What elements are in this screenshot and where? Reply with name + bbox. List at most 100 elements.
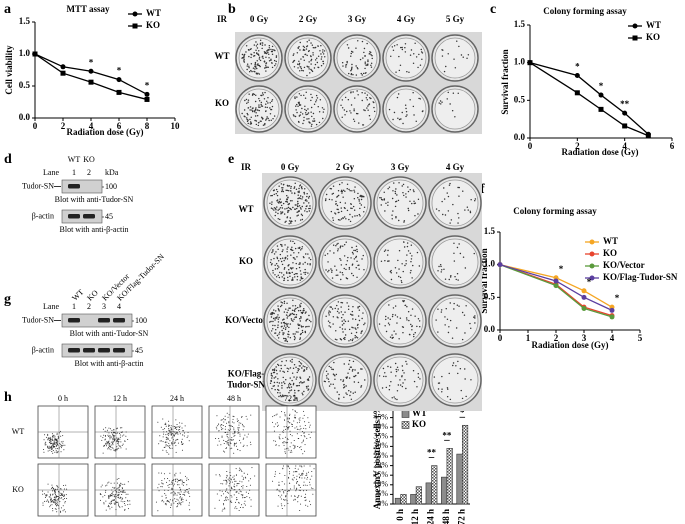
dish-rim — [336, 88, 378, 130]
dish-rim — [287, 37, 329, 79]
series-line — [499, 264, 613, 318]
blot-caption: Blot with anti-β-actin — [60, 225, 129, 234]
band — [83, 348, 95, 353]
dish-rim — [434, 88, 476, 130]
bar — [410, 494, 417, 505]
bar — [461, 424, 469, 505]
flow-events — [99, 478, 131, 511]
x-axis-label: Radiation dose (Gy) — [561, 147, 638, 157]
column-label: 0 h — [58, 394, 68, 403]
chart-title: MTT assay — [66, 4, 110, 14]
marker — [598, 106, 604, 112]
legend-label: KO/Vector — [603, 260, 645, 270]
marker — [88, 79, 94, 85]
column-label: 2 Gy — [299, 14, 318, 24]
colonies — [241, 91, 276, 127]
y-axis-label: Survival fraction — [500, 49, 510, 114]
lane-number: 4 — [117, 302, 121, 311]
x-tick-label: 12 h — [410, 509, 420, 524]
lane-header: Lane — [43, 302, 59, 311]
colonies — [441, 40, 470, 73]
marker — [527, 60, 533, 66]
legend-label: KO — [646, 32, 660, 42]
row-label: KO — [239, 256, 253, 266]
flow-events — [43, 430, 66, 454]
row-label: WT — [12, 427, 25, 436]
colonies — [390, 42, 424, 73]
lane-label: WT — [70, 287, 85, 302]
marker — [574, 72, 580, 78]
lane-number: 2 — [87, 302, 91, 311]
marker — [60, 64, 66, 70]
flow-events — [272, 465, 315, 511]
legend-label: WT — [603, 236, 618, 246]
blot-caption: Blot with anti-Tudor-SN — [55, 195, 134, 204]
blot — [61, 313, 133, 328]
y-tick-label: 15% — [373, 470, 388, 479]
colonies — [323, 359, 366, 400]
marker — [88, 68, 94, 74]
colonies — [269, 358, 311, 402]
x-tick-label: 5 — [638, 333, 643, 343]
column-label: 48 h — [227, 394, 241, 403]
lane-number: 1 — [72, 168, 76, 177]
column-label: 12 h — [113, 394, 127, 403]
y-tick-label: 0% — [377, 499, 388, 508]
lane-number: 1 — [72, 302, 76, 311]
bar — [446, 448, 453, 505]
row-label: WT — [214, 51, 229, 61]
x-axis-label: Radiation dose (Gy) — [531, 340, 608, 350]
significance-label: * — [575, 62, 580, 72]
x-tick-label: 10 — [171, 121, 181, 131]
blot — [61, 209, 103, 224]
y-tick-label: 1.5 — [484, 226, 496, 236]
marker — [60, 70, 66, 76]
band-label: β-actin — [32, 345, 54, 354]
x-tick-label: 0 h — [395, 509, 405, 521]
dish-rim — [238, 88, 280, 130]
flow-events — [100, 427, 129, 454]
significance-label: ** — [620, 99, 630, 109]
column-label: 4 Gy — [397, 14, 416, 24]
colonies — [341, 40, 373, 76]
x-tick-label: 0 — [498, 333, 503, 343]
row-label: Tudor-SN — [227, 380, 265, 390]
blot-caption: Blot with anti-Tudor-SN — [70, 329, 149, 338]
marker — [581, 288, 587, 294]
panel-label: h — [4, 390, 12, 405]
colonies — [435, 302, 476, 341]
mw-marker: 100 — [105, 182, 117, 191]
lane-label: WT — [68, 155, 81, 164]
column-label: 0 Gy — [281, 162, 300, 172]
band-label: Tudor-SN — [22, 181, 54, 190]
significance-label: * — [587, 277, 592, 287]
legend-label: WT — [146, 8, 161, 18]
y-tick-label: 40% — [373, 422, 388, 431]
y-tick-label: 0.5 — [19, 80, 31, 90]
column-label: 0 Gy — [250, 14, 269, 24]
marker — [116, 89, 122, 95]
flow-events — [155, 472, 191, 512]
significance-label: * — [615, 293, 620, 303]
y-axis-label: Survival fraction — [479, 248, 489, 313]
marker — [497, 262, 503, 268]
significance-label: * — [599, 81, 604, 91]
x-tick-label: 4 — [89, 121, 94, 131]
x-tick-label: 0 — [33, 121, 38, 131]
marker — [622, 123, 628, 129]
x-tick-label: 6 — [670, 141, 675, 151]
legend-swatch — [401, 410, 410, 418]
column-label: 3 Gy — [391, 162, 410, 172]
blot — [61, 179, 103, 194]
panel-label: c — [490, 2, 496, 17]
dish-rim — [321, 356, 369, 404]
colonies — [433, 360, 472, 401]
marker — [144, 96, 150, 102]
band — [113, 318, 125, 323]
y-tick-label: 30% — [373, 441, 388, 450]
panel-label: b — [228, 2, 236, 17]
y-tick-label: 45% — [373, 412, 388, 421]
row-label: KO — [215, 98, 229, 108]
series-line — [499, 264, 613, 308]
marker — [598, 92, 604, 98]
